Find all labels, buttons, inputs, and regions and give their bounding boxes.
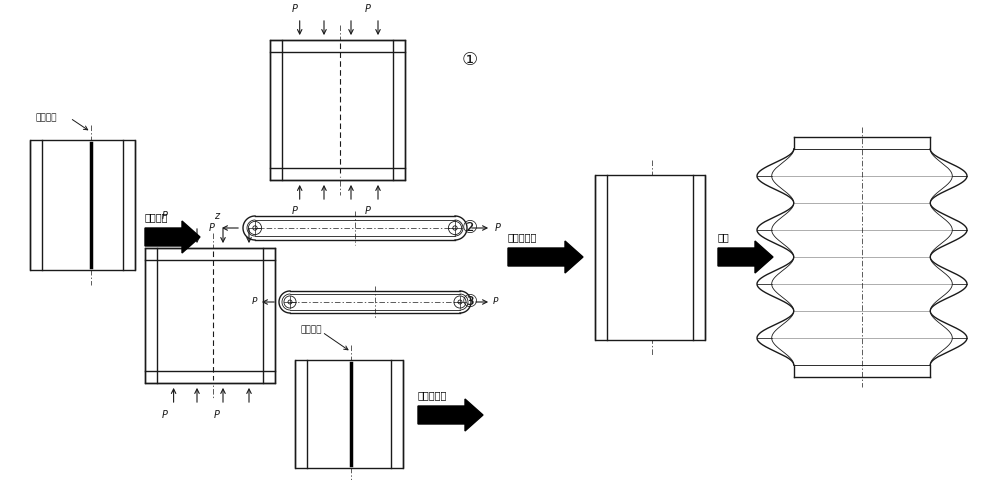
Text: P: P xyxy=(162,211,167,221)
Polygon shape xyxy=(595,175,705,340)
Text: P: P xyxy=(214,410,219,420)
Text: 管外焊缝: 管外焊缝 xyxy=(35,113,56,122)
Text: P: P xyxy=(291,206,297,216)
Text: P: P xyxy=(291,4,297,14)
Text: P: P xyxy=(364,4,370,14)
Text: 成形: 成形 xyxy=(718,232,730,242)
Polygon shape xyxy=(295,360,403,468)
Text: ①: ① xyxy=(462,51,478,69)
Polygon shape xyxy=(270,40,405,180)
Text: 管基焊缝: 管基焊缝 xyxy=(300,325,322,335)
Polygon shape xyxy=(718,241,773,273)
Polygon shape xyxy=(295,360,307,468)
Text: P: P xyxy=(162,410,167,420)
Text: 未初始强化: 未初始强化 xyxy=(418,390,447,400)
Polygon shape xyxy=(391,360,403,468)
Polygon shape xyxy=(595,175,607,340)
Polygon shape xyxy=(30,140,135,270)
Polygon shape xyxy=(693,175,705,340)
Text: P: P xyxy=(493,298,498,307)
Polygon shape xyxy=(270,40,405,52)
Polygon shape xyxy=(123,140,135,270)
Polygon shape xyxy=(145,248,275,383)
Polygon shape xyxy=(145,221,200,253)
Polygon shape xyxy=(145,248,157,383)
Polygon shape xyxy=(270,40,282,180)
Polygon shape xyxy=(393,40,405,180)
Polygon shape xyxy=(418,399,483,431)
Text: P: P xyxy=(209,223,215,233)
Text: P: P xyxy=(364,206,370,216)
Polygon shape xyxy=(145,371,275,383)
Polygon shape xyxy=(30,140,42,270)
Text: 初始强化: 初始强化 xyxy=(145,212,168,222)
Text: ②: ② xyxy=(462,219,478,237)
Text: 多层管套合: 多层管套合 xyxy=(508,232,537,242)
Text: P: P xyxy=(495,223,501,233)
Polygon shape xyxy=(270,168,405,180)
Text: ③: ③ xyxy=(462,293,478,311)
Text: z: z xyxy=(214,211,219,221)
Polygon shape xyxy=(145,248,275,260)
Polygon shape xyxy=(263,248,275,383)
Polygon shape xyxy=(508,241,583,273)
Text: P: P xyxy=(252,298,257,307)
